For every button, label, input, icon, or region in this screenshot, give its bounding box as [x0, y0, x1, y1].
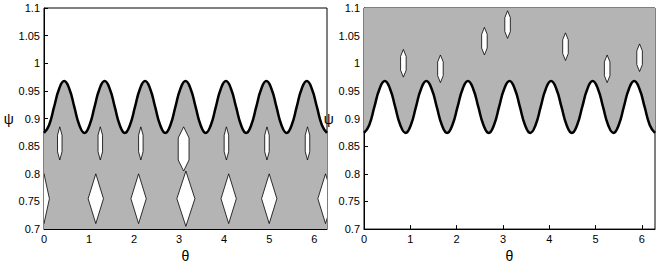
svg-text:4: 4: [221, 233, 227, 245]
svg-text:0.85: 0.85: [19, 140, 40, 152]
svg-text:6: 6: [639, 233, 645, 245]
svg-text:0.75: 0.75: [19, 195, 40, 207]
svg-text:θ: θ: [506, 248, 514, 264]
svg-text:0.95: 0.95: [19, 85, 40, 97]
svg-text:0: 0: [361, 233, 367, 245]
svg-text:0.7: 0.7: [345, 223, 360, 235]
svg-text:2: 2: [454, 233, 460, 245]
svg-text:3: 3: [500, 233, 506, 245]
svg-text:1: 1: [407, 233, 413, 245]
svg-text:ψ: ψ: [4, 111, 14, 127]
svg-text:1: 1: [34, 57, 40, 69]
svg-text:3: 3: [176, 233, 182, 245]
svg-text:0.7: 0.7: [25, 223, 40, 235]
svg-text:4: 4: [546, 233, 552, 245]
svg-text:1.05: 1.05: [19, 30, 40, 42]
svg-text:0.85: 0.85: [339, 140, 360, 152]
svg-text:0.95: 0.95: [339, 85, 360, 97]
svg-text:0.8: 0.8: [345, 168, 360, 180]
svg-text:1: 1: [354, 57, 360, 69]
svg-text:ψ: ψ: [324, 111, 334, 127]
svg-text:1.1: 1.1: [25, 2, 40, 14]
svg-text:6: 6: [311, 233, 317, 245]
svg-text:5: 5: [266, 233, 272, 245]
svg-text:1.1: 1.1: [345, 2, 360, 14]
svg-text:0.9: 0.9: [345, 113, 360, 125]
svg-text:2: 2: [131, 233, 137, 245]
svg-text:0.9: 0.9: [25, 113, 40, 125]
svg-text:0.75: 0.75: [339, 195, 360, 207]
svg-text:1.05: 1.05: [339, 30, 360, 42]
svg-text:1: 1: [86, 233, 92, 245]
svg-text:0: 0: [41, 233, 47, 245]
svg-text:θ: θ: [182, 248, 190, 264]
svg-text:0.8: 0.8: [25, 168, 40, 180]
svg-text:5: 5: [593, 233, 599, 245]
